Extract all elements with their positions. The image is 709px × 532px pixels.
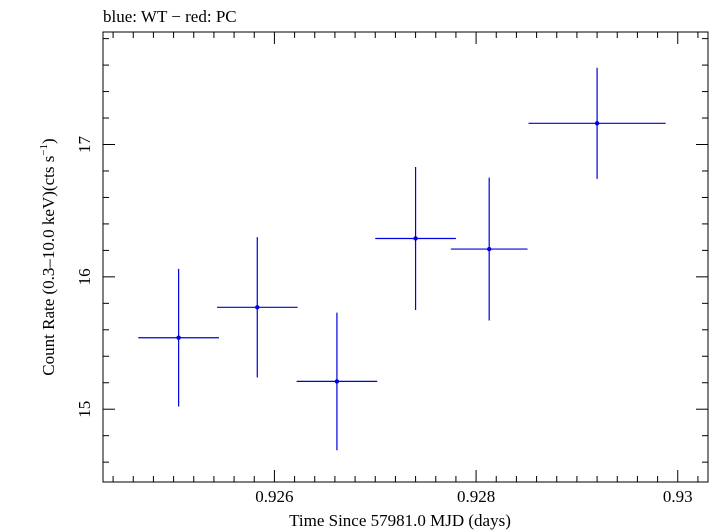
y-tick-label: 17 <box>75 136 94 154</box>
data-point <box>334 379 340 384</box>
data-points <box>138 67 666 451</box>
y-tick-label: 15 <box>75 401 94 418</box>
y-axis-label-superscript: −1 <box>38 144 50 156</box>
y-axis-label-main: Count Rate (0.3–10.0 keV)(cts s <box>39 156 58 376</box>
data-point-group <box>216 237 298 378</box>
x-axis-label: Time Since 57981.0 MJD (days) <box>289 511 511 530</box>
data-point-group <box>528 67 666 179</box>
x-tick-labels: 0.926 0.928 0.93 <box>255 487 692 506</box>
data-point-group <box>138 268 219 407</box>
y-axis-ticks <box>103 38 708 463</box>
y-tick-label: 16 <box>75 268 94 285</box>
data-point-group <box>450 177 528 321</box>
y-axis-label: Count Rate (0.3–10.0 keV)(cts s−1) <box>38 138 58 375</box>
y-axis-label-end: ) <box>39 138 58 144</box>
data-point-group <box>375 167 456 310</box>
data-point <box>594 121 600 126</box>
x-tick-label: 0.93 <box>663 487 693 506</box>
plot-frame <box>102 31 709 483</box>
x-axis-ticks <box>112 32 699 482</box>
x-tick-label: 0.928 <box>457 487 495 506</box>
data-point-group <box>296 312 378 451</box>
data-point <box>176 335 181 340</box>
data-point <box>486 246 492 252</box>
chart-title: blue: WT − red: PC <box>103 7 237 26</box>
data-point <box>255 305 260 310</box>
x-tick-label: 0.926 <box>255 487 293 506</box>
y-tick-labels: 15 16 17 <box>75 136 94 418</box>
data-point <box>413 236 418 241</box>
